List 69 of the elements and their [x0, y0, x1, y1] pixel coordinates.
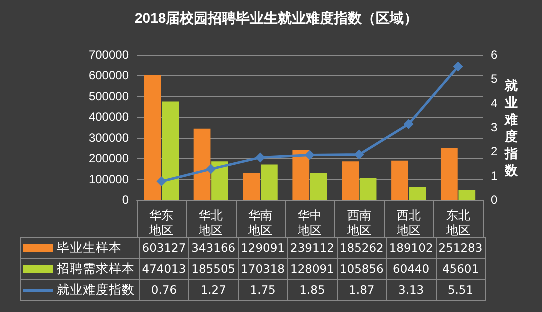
data-label: 251283: [436, 238, 486, 258]
y-tick-label: 0: [122, 193, 130, 207]
y2-tick-label: 5: [491, 72, 498, 86]
bar: [260, 164, 278, 200]
point: [305, 150, 315, 160]
point: [453, 62, 464, 72]
x-tick-label: 西北地区: [396, 208, 421, 238]
bar: [360, 178, 377, 200]
x-tick-label: 华东地区: [148, 208, 174, 238]
data-label: 1.85: [288, 280, 338, 300]
data-label: 3.13: [386, 280, 436, 300]
x-tick-label: 华北地区: [198, 208, 224, 238]
data-label: 170318: [238, 258, 288, 280]
data-label: 105856: [337, 258, 387, 280]
x-tick-label: 华南地区: [248, 208, 273, 238]
y-tick-label: 700000: [88, 48, 130, 62]
y2-tick-label: 2: [491, 144, 498, 159]
data-label: 343166: [188, 238, 238, 258]
bar: [292, 150, 310, 200]
data-label: 239112: [288, 238, 338, 258]
data-label: 189102: [386, 238, 436, 258]
data-label: 185262: [337, 238, 387, 258]
y-tick-label: 100000: [88, 172, 130, 186]
point: [354, 150, 364, 160]
point: [156, 176, 167, 187]
y-tick-label: 200000: [88, 152, 130, 166]
data-label: 45601: [436, 258, 486, 280]
y-tick-label: 500000: [88, 89, 130, 104]
bar: [310, 173, 328, 200]
bar: [194, 128, 211, 200]
data-label: 603127: [140, 238, 189, 258]
data-label: 5.51: [436, 280, 486, 300]
bar: [212, 162, 228, 200]
x-tick-label: 西南地区: [346, 208, 372, 238]
data-label: 474013: [140, 258, 189, 280]
legend-label: 就业难度指数: [20, 280, 140, 300]
data-label: 129091: [238, 238, 288, 258]
bar: [243, 173, 260, 200]
data-label: 1.27: [188, 280, 238, 300]
y2-axis-title: 就业难度指数: [505, 78, 519, 180]
data-label: 0.76: [140, 280, 189, 300]
y2-tick-label: 1: [491, 168, 498, 183]
data-label: 60440: [386, 258, 436, 280]
y2-tick-label: 6: [491, 48, 498, 62]
data-label: 185505: [188, 258, 238, 280]
point: [256, 152, 266, 163]
point: [206, 164, 216, 174]
bar: [440, 148, 458, 200]
y-tick-label: 300000: [88, 130, 130, 145]
y2-tick-label: 0: [491, 193, 498, 207]
bar: [162, 102, 180, 200]
legend-label: 招聘需求样本: [20, 258, 140, 280]
x-tick-label: 华中地区: [297, 208, 322, 238]
point: [404, 119, 414, 130]
bar: [458, 190, 476, 200]
y2-tick-label: 3: [491, 120, 498, 134]
x-tick-label: 东北地区: [445, 208, 470, 238]
legend-label: 毕业生样本: [20, 238, 140, 258]
data-label: 128091: [288, 258, 338, 280]
bar: [342, 162, 360, 200]
y2-tick-label: 4: [491, 96, 498, 110]
y-tick-label: 400000: [88, 110, 130, 124]
chart-title: 2018届校园招聘毕业生就业难度指数（区域）: [135, 10, 418, 26]
data-label: 1.87: [337, 280, 387, 300]
bar: [392, 160, 408, 200]
bar: [409, 187, 426, 200]
y-tick-label: 600000: [88, 68, 130, 83]
data-label: 1.75: [238, 280, 288, 300]
bar: [144, 75, 162, 200]
